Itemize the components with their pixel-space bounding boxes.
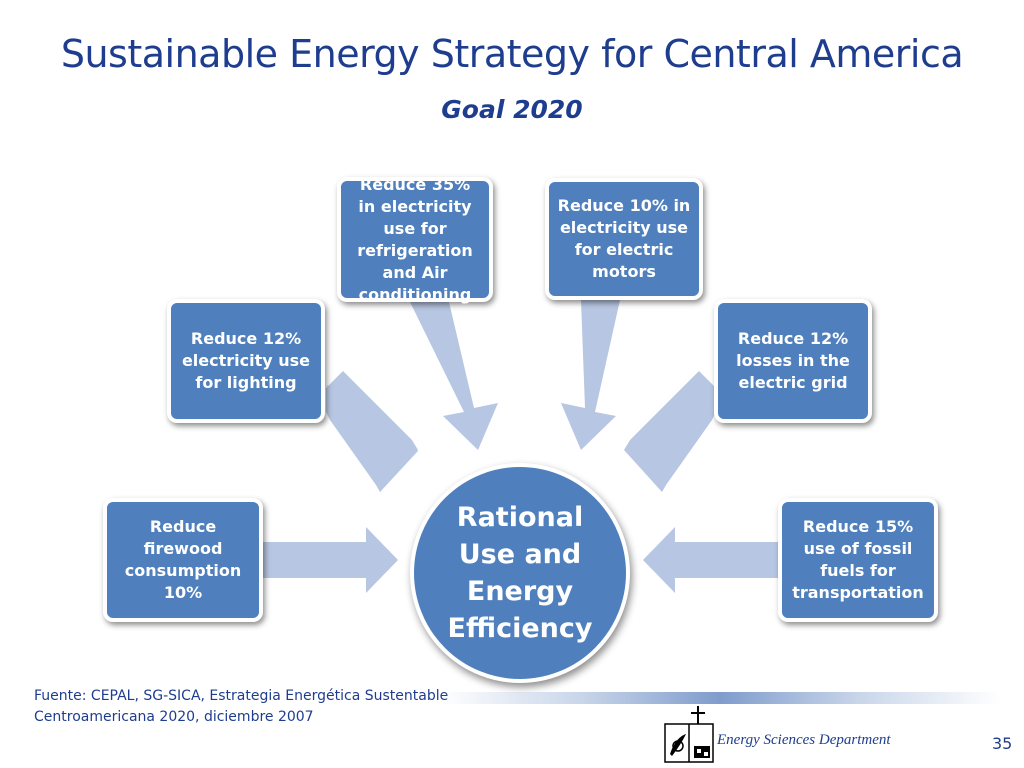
node-motors: Reduce 10% in electricity use for electr… (545, 178, 703, 300)
node-grid-label: Reduce 12% losses in the electric grid (736, 329, 850, 392)
arrow-firewood (262, 527, 398, 593)
arrow-grid (624, 371, 716, 492)
source-citation: Fuente: CEPAL, SG-SICA, Estrategia Energ… (34, 688, 449, 725)
node-fossil: Reduce 15% use of fossil fuels for trans… (778, 498, 938, 622)
center-node-label: Rational Use and Energy Efficiency (447, 502, 593, 644)
node-refrigeration: Reduce 35% in electricity use for refrig… (337, 175, 493, 304)
department-name: Energy Sciences Department (717, 732, 891, 748)
node-motors-label: Reduce 10% in electricity use for electr… (557, 196, 691, 281)
node-lighting-label: Reduce 12% electricity use for lighting (181, 329, 311, 392)
page-title: Sustainable Energy Strategy for Central … (60, 32, 964, 76)
page-subtitle: Goal 2020 (441, 95, 583, 124)
page-number: 35 (992, 734, 1013, 753)
arrow-refrigeration (410, 302, 498, 450)
arrow-lighting-body (326, 371, 418, 492)
node-lighting: Reduce 12% electricity use for lighting (167, 299, 325, 423)
node-refrigeration-label: Reduce 35% in electricity use for refrig… (357, 174, 473, 304)
node-firewood: Reduce firewood consumption 10% (103, 498, 263, 622)
cross-tree-logo-icon (664, 706, 714, 763)
node-grid: Reduce 12% losses in the electric grid (714, 299, 872, 423)
arrow-motors (561, 300, 620, 450)
footer-divider (440, 692, 1000, 704)
node-fossil-label: Reduce 15% use of fossil fuels for trans… (792, 517, 924, 602)
center-node: Rational Use and Energy Efficiency (410, 463, 630, 683)
node-firewood-label: Reduce firewood consumption 10% (124, 517, 242, 602)
arrow-fossil (643, 527, 778, 593)
